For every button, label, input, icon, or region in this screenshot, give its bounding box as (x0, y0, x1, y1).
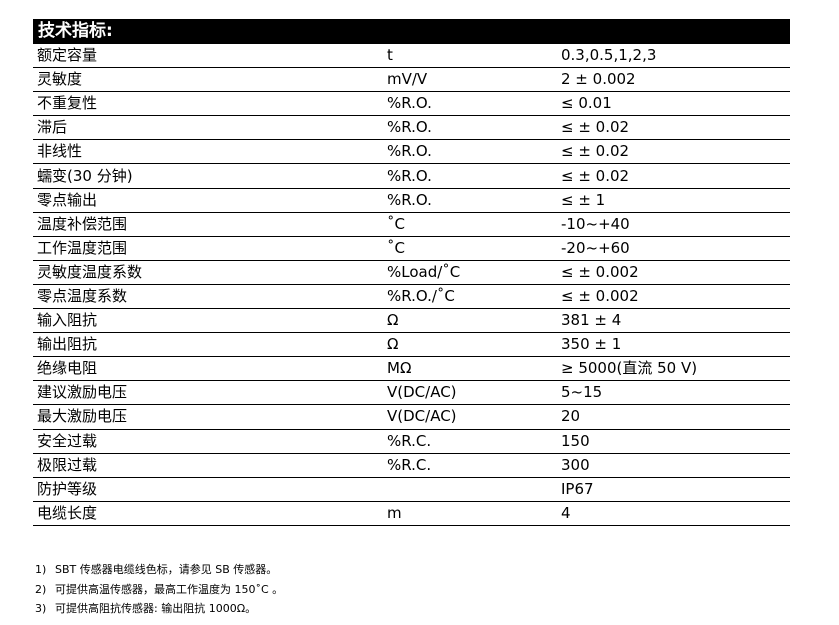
table-row: 极限过载 %R.C. 300 (33, 453, 790, 478)
param-name: 滞后 (33, 115, 383, 141)
param-name: 建议激励电压 (33, 380, 383, 406)
footnote-number: 1) (35, 563, 47, 576)
value: 300 (557, 453, 790, 478)
spec-table: 额定容量 t 0.3,0.5,1,2,3 灵敏度 mV/V 2 ± 0.002 不重复性 %R… (33, 44, 790, 526)
param-name: 灵敏度 (33, 67, 383, 93)
param-name: 蠕变(30 分钟) (33, 163, 383, 189)
param-name: 极限过载 (33, 453, 383, 478)
table-row: 输出阻抗 Ω 350 ± 1 (33, 332, 790, 358)
value: ≤ 0.01 (557, 91, 790, 117)
param-name: 防护等级 (33, 477, 383, 502)
footnote: 2) 可提供高温传感器，最高工作温度为 150˚C 。 (35, 580, 283, 600)
unit: V(DC/AC) (383, 404, 557, 430)
unit: %R.O. (383, 91, 557, 117)
table-row: 电缆长度 m 4 (33, 501, 790, 526)
table-row: 滞后 %R.O. ≤ ± 0.02 (33, 115, 790, 141)
footnote-number: 3) (35, 602, 47, 615)
value: 350 ± 1 (557, 332, 790, 358)
value: ≥ 5000(直流 50 V) (557, 356, 790, 382)
unit: %R.O. (383, 139, 557, 165)
footnote-text: SBT 传感器电缆线色标，请参见 SB 传感器。 (55, 563, 278, 576)
table-row: 建议激励电压 V(DC/AC) 5~15 (33, 380, 790, 406)
table-row: 零点温度系数 %R.O./˚C ≤ ± 0.002 (33, 284, 790, 310)
unit: %R.O./˚C (383, 284, 557, 310)
param-name: 温度补偿范围 (33, 212, 383, 237)
param-name: 零点温度系数 (33, 284, 383, 310)
unit: Ω (383, 308, 557, 334)
unit: %R.C. (383, 429, 557, 454)
unit: %R.O. (383, 163, 557, 189)
table-row: 最大激励电压 V(DC/AC) 20 (33, 404, 790, 430)
value: 0.3,0.5,1,2,3 (557, 44, 790, 69)
footnote-number: 2) (35, 582, 47, 596)
footnote-text: 可提供高温传感器，最高工作温度为 150˚C 。 (55, 582, 284, 596)
value: ≤ ± 1 (557, 188, 790, 213)
table-row: 温度补偿范围 ˚C -10~+40 (33, 212, 790, 237)
footnote: 3) 可提供高阻抗传感器: 输出阻抗 1000Ω。 (35, 599, 283, 619)
value: 5~15 (557, 380, 790, 406)
param-name: 绝缘电阻 (33, 356, 383, 382)
param-name: 输出阻抗 (33, 332, 383, 358)
param-name: 不重复性 (33, 91, 383, 117)
value: ≤ ± 0.002 (557, 284, 790, 310)
unit: t (383, 44, 557, 69)
value: ≤ ± 0.02 (557, 115, 790, 141)
param-name: 工作温度范围 (33, 236, 383, 261)
unit (383, 477, 557, 502)
unit: Ω (383, 332, 557, 358)
value: IP67 (557, 477, 790, 502)
unit: %R.O. (383, 188, 557, 213)
table-row: 额定容量 t 0.3,0.5,1,2,3 (33, 44, 790, 69)
table-row: 不重复性 %R.O. ≤ 0.01 (33, 91, 790, 117)
unit: mV/V (383, 67, 557, 93)
value: 150 (557, 429, 790, 454)
table-row: 零点输出 %R.O. ≤ ± 1 (33, 188, 790, 213)
value: -20~+60 (557, 236, 790, 261)
unit: ˚C (383, 212, 557, 237)
unit: m (383, 501, 557, 526)
table-row: 输入阻抗 Ω 381 ± 4 (33, 308, 790, 334)
unit: V(DC/AC) (383, 380, 557, 406)
unit: ˚C (383, 236, 557, 261)
param-name: 电缆长度 (33, 501, 383, 526)
table-row: 灵敏度温度系数 %Load/˚C ≤ ± 0.002 (33, 260, 790, 285)
param-name: 零点输出 (33, 188, 383, 213)
param-name: 灵敏度温度系数 (33, 260, 383, 285)
table-row: 蠕变(30 分钟) %R.O. ≤ ± 0.02 (33, 163, 790, 189)
section-title: 技术指标: (33, 19, 790, 44)
value: 20 (557, 404, 790, 430)
table-row: 灵敏度 mV/V 2 ± 0.002 (33, 67, 790, 93)
unit: %R.O. (383, 115, 557, 141)
value: -10~+40 (557, 212, 790, 237)
value: 4 (557, 501, 790, 526)
table-row: 防护等级 IP67 (33, 477, 790, 502)
param-name: 额定容量 (33, 44, 383, 69)
unit: %Load/˚C (383, 260, 557, 285)
table-row: 工作温度范围 ˚C -20~+60 (33, 236, 790, 261)
unit: MΩ (383, 356, 557, 382)
value: ≤ ± 0.002 (557, 260, 790, 285)
table-row: 安全过载 %R.C. 150 (33, 429, 790, 454)
value: 2 ± 0.002 (557, 67, 790, 93)
footnote-text: 可提供高阻抗传感器: 输出阻抗 1000Ω。 (55, 602, 257, 615)
table-row: 绝缘电阻 MΩ ≥ 5000(直流 50 V) (33, 356, 790, 382)
param-name: 非线性 (33, 139, 383, 165)
value: 381 ± 4 (557, 308, 790, 334)
unit: %R.C. (383, 453, 557, 478)
footnotes: 1) SBT 传感器电缆线色标，请参见 SB 传感器。 2) 可提供高温传感器，最高工… (35, 560, 283, 619)
param-name: 输入阻抗 (33, 308, 383, 334)
value: ≤ ± 0.02 (557, 139, 790, 165)
value: ≤ ± 0.02 (557, 163, 790, 189)
param-name: 安全过载 (33, 429, 383, 454)
param-name: 最大激励电压 (33, 404, 383, 430)
footnote: 1) SBT 传感器电缆线色标，请参见 SB 传感器。 (35, 560, 283, 580)
table-row: 非线性 %R.O. ≤ ± 0.02 (33, 139, 790, 165)
